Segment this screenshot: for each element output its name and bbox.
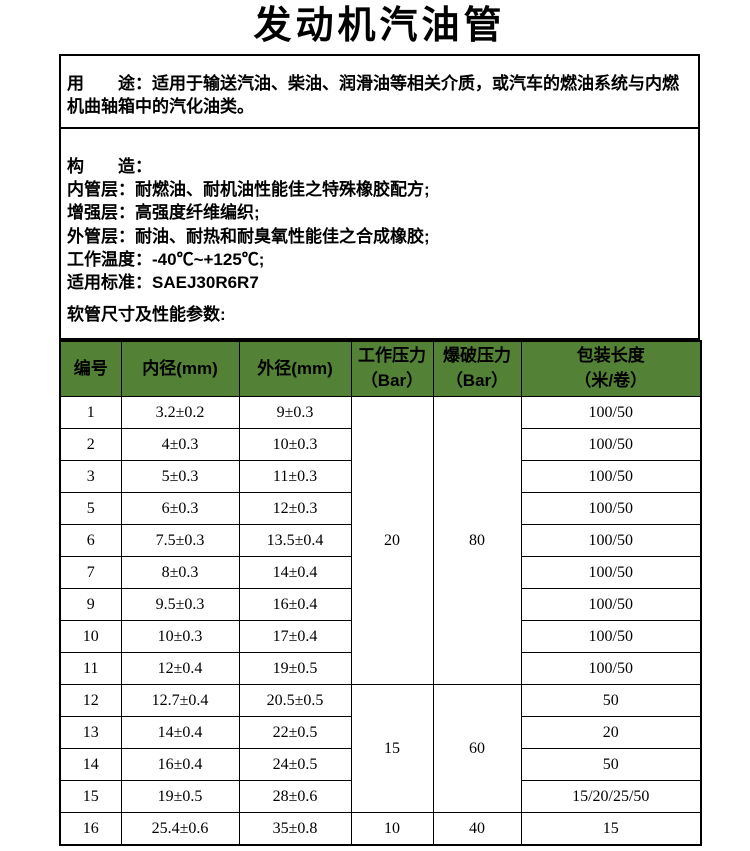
cell-inner-diameter: 6±0.3: [120, 492, 240, 525]
cell-inner-diameter: 19±0.5: [120, 780, 240, 813]
cell-package-length: 100/50: [520, 396, 702, 429]
construction-box: 构 造： 内管层：耐燃油、耐机油性能佳之特殊橡胶配方; 增强层：高强度纤维编织;…: [59, 129, 700, 340]
table-row: 15 19±0.5 28±0.6 15/20/25/50: [59, 780, 702, 813]
reinforcement-layer-line: 增强层：高强度纤维编织;: [67, 203, 260, 223]
cell-outer-diameter: 19±0.5: [238, 652, 352, 685]
spec-table-caption: 软管尺寸及性能参数:: [67, 305, 226, 325]
table-row: 1 3.2±0.2 9±0.3 20 80 100/50: [59, 396, 702, 685]
cell-outer-diameter: 13.5±0.4: [238, 524, 352, 557]
cell-inner-diameter: 8±0.3: [120, 556, 240, 589]
cell-outer-diameter: 35±0.8: [238, 812, 352, 846]
cell-working-pressure-group-2: 15: [350, 684, 434, 813]
cell-id: 6: [59, 524, 122, 557]
working-temperature-line: 工作温度：-40℃~+125℃;: [67, 249, 265, 269]
page-title: 发动机汽油管: [253, 5, 506, 47]
cell-burst-pressure-group-1: 80: [432, 396, 522, 685]
cell-package-length: 15: [520, 812, 702, 846]
table-row: 9 9.5±0.3 16±0.4 100/50: [59, 588, 702, 621]
usage-text: 用 途：适用于输送汽油、柴油、润滑油等相关介质，或汽车的燃油系统与内燃机曲轴箱中…: [67, 74, 679, 116]
cell-package-length: 50: [520, 748, 702, 781]
construction-heading: 构 造：: [67, 157, 152, 176]
cell-package-length: 100/50: [520, 524, 702, 557]
cell-outer-diameter: 11±0.3: [238, 460, 352, 493]
cell-outer-diameter: 17±0.4: [238, 620, 352, 653]
cell-inner-diameter: 7.5±0.3: [120, 524, 240, 557]
col-outer-diameter: 外径(mm): [238, 340, 352, 397]
cell-inner-diameter: 14±0.4: [120, 716, 240, 749]
cell-id: 13: [59, 716, 122, 749]
spacer-line: [67, 294, 690, 303]
cell-outer-diameter: 20.5±0.5: [238, 684, 352, 717]
cell-id: 14: [59, 748, 122, 781]
cell-working-pressure-group-1: 20: [350, 396, 434, 685]
col-working-pressure: 工作压力 （Bar）: [350, 340, 434, 397]
cell-id: 11: [59, 652, 122, 685]
inner-layer-line: 内管层：耐燃油、耐机油性能佳之特殊橡胶配方;: [67, 180, 430, 200]
cell-package-length: 100/50: [520, 460, 702, 493]
col-inner-diameter: 内径(mm): [120, 340, 240, 397]
cell-outer-diameter: 10±0.3: [238, 428, 352, 461]
table-row: 7 8±0.3 14±0.4 100/50: [59, 556, 702, 589]
col-burst-pressure: 爆破压力 （Bar）: [432, 340, 522, 397]
col-package-length: 包装长度 （米/卷）: [520, 340, 702, 397]
col-id: 编号: [59, 340, 122, 397]
cell-package-length: 100/50: [520, 492, 702, 525]
table-row: 13 14±0.4 22±0.5 20: [59, 716, 702, 749]
spec-table: 编号 内径(mm) 外径(mm) 工作压力 （Bar） 爆破压力 （Bar）: [59, 340, 702, 846]
cell-package-length: 50: [520, 684, 702, 717]
cell-inner-diameter: 12.7±0.4: [120, 684, 240, 717]
table-row: 11 12±0.4 19±0.5 100/50: [59, 652, 702, 685]
cell-id: 15: [59, 780, 122, 813]
cell-inner-diameter: 10±0.3: [120, 620, 240, 653]
cell-inner-diameter: 12±0.4: [120, 652, 240, 685]
cell-burst-pressure-group-2: 60: [432, 684, 522, 813]
cell-package-length: 100/50: [520, 556, 702, 589]
cell-outer-diameter: 12±0.3: [238, 492, 352, 525]
cell-id: 2: [59, 428, 122, 461]
table-row: 6 7.5±0.3 13.5±0.4 100/50: [59, 524, 702, 557]
cell-package-length: 100/50: [520, 620, 702, 653]
standard-line: 适用标准：SAEJ30R6R7: [67, 273, 259, 293]
cell-id: 5: [59, 492, 122, 525]
table-row: 12 12.7±0.4 20.5±0.5 15 60 50: [59, 684, 702, 813]
usage-box: 用 途：适用于输送汽油、柴油、润滑油等相关介质，或汽车的燃油系统与内燃机曲轴箱中…: [59, 54, 700, 129]
cell-inner-diameter: 9.5±0.3: [120, 588, 240, 621]
cell-outer-diameter: 14±0.4: [238, 556, 352, 589]
cell-id: 12: [59, 684, 122, 717]
cell-outer-diameter: 28±0.6: [238, 780, 352, 813]
cell-id: 3: [59, 460, 122, 493]
cell-package-length: 100/50: [520, 652, 702, 685]
cell-id: 16: [59, 812, 122, 846]
cell-package-length: 100/50: [520, 428, 702, 461]
cell-id: 9: [59, 588, 122, 621]
table-row: 16 25.4±0.6 35±0.8 10 40 15: [59, 812, 702, 846]
table-row: 10 10±0.3 17±0.4 100/50: [59, 620, 702, 653]
cell-inner-diameter: 5±0.3: [120, 460, 240, 493]
cell-inner-diameter: 16±0.4: [120, 748, 240, 781]
cell-id: 10: [59, 620, 122, 653]
cell-inner-diameter: 25.4±0.6: [120, 812, 240, 846]
cell-burst-pressure-group-3: 40: [432, 812, 522, 846]
cell-id: 1: [59, 396, 122, 429]
cell-package-length: 100/50: [520, 588, 702, 621]
cell-inner-diameter: 3.2±0.2: [120, 396, 240, 429]
cell-working-pressure-group-3: 10: [350, 812, 434, 846]
cell-outer-diameter: 16±0.4: [238, 588, 352, 621]
table-row: 3 5±0.3 11±0.3 100/50: [59, 460, 702, 493]
spec-table-header: 编号 内径(mm) 外径(mm) 工作压力 （Bar） 爆破压力 （Bar）: [59, 340, 702, 397]
header-row: 编号 内径(mm) 外径(mm) 工作压力 （Bar） 爆破压力 （Bar）: [59, 340, 702, 397]
document-content: 发动机汽油管 用 途：适用于输送汽油、柴油、润滑油等相关介质，或汽车的燃油系统与…: [59, 0, 702, 846]
cell-package-length: 20: [520, 716, 702, 749]
table-row: 5 6±0.3 12±0.3 100/50: [59, 492, 702, 525]
cell-id: 7: [59, 556, 122, 589]
cell-outer-diameter: 24±0.5: [238, 748, 352, 781]
cell-outer-diameter: 22±0.5: [238, 716, 352, 749]
cell-inner-diameter: 4±0.3: [120, 428, 240, 461]
cell-outer-diameter: 9±0.3: [238, 396, 352, 429]
cell-package-length: 15/20/25/50: [520, 780, 702, 813]
outer-layer-line: 外管层：耐油、耐热和耐臭氧性能佳之合成橡胶;: [67, 226, 430, 246]
spec-table-body: 1 3.2±0.2 9±0.3 20 80 100/50 2 4±0.3 10±…: [59, 396, 702, 846]
